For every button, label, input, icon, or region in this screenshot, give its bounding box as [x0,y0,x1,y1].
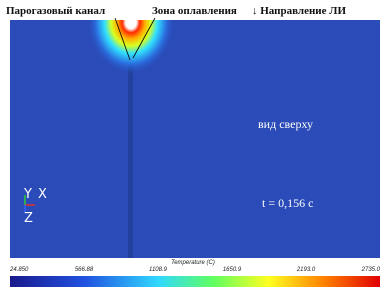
colorbar [10,276,380,287]
colorbar-tick-label: 2193.0 [296,267,316,273]
colorbar-tick-label: 1650.9 [223,267,242,273]
time-label: t = 0,156 с [262,196,313,210]
header-label: Зона оплавления [152,5,237,17]
header-label: ↓ Направление ЛИ [252,5,346,17]
colorbar-tick-label: 566.88 [75,267,94,273]
axis-label: Z [24,211,33,226]
view-caption: вид сверху [258,117,313,131]
axis-label: X [38,187,47,202]
header-label: Парогазовый канал [6,5,105,17]
colorbar-tick-label: 24.850 [9,267,29,273]
axis-label: Y [23,187,32,202]
colorbar-title: Temperature (C) [171,260,215,266]
colorbar-tick-label: 2735.0 [361,267,381,273]
view-area [10,20,380,258]
colorbar-tick-label: 1108.9 [149,267,168,273]
screenshot: Парогазовый канал Зона оплавления ↓ Напр… [0,0,386,287]
